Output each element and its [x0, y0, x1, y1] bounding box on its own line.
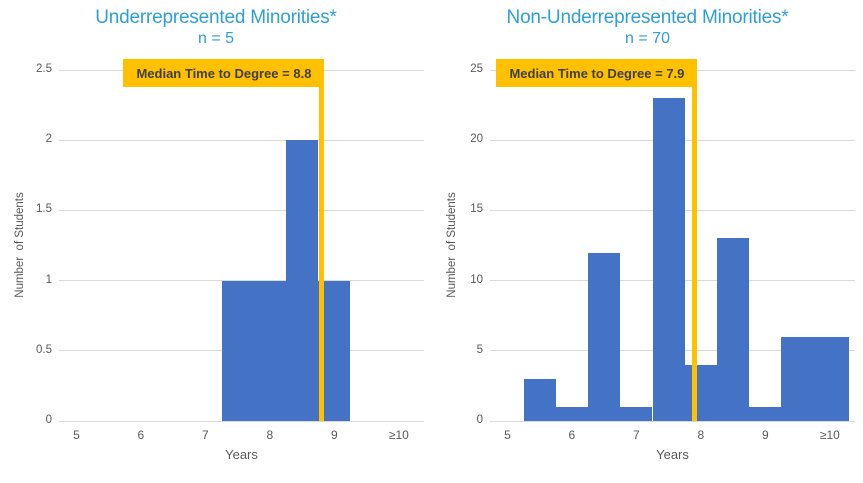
chart-panel-non-underrepresented: Non-Underrepresented Minorities* n = 70 … — [432, 0, 863, 483]
x-tick-label: ≥10 — [388, 428, 409, 442]
y-tick-label: 10 — [470, 273, 483, 286]
histogram-bar — [652, 98, 685, 421]
median-callout-label: Median Time to Degree = 8.8 — [136, 65, 312, 81]
chart-subtitle-n: n = 5 — [197, 30, 235, 47]
median-callout-label: Median Time to Degree = 7.9 — [509, 65, 685, 81]
histogram-bar — [716, 238, 750, 421]
median-line — [319, 59, 325, 421]
y-tick-label: 2.5 — [36, 63, 52, 75]
gridline — [59, 209, 424, 211]
histogram-bar — [555, 406, 588, 421]
histogram-bar — [588, 252, 621, 421]
x-tick-label: 8 — [266, 428, 274, 442]
x-tick-label: 5 — [504, 428, 511, 442]
y-tick-label: 2 — [45, 133, 52, 146]
median-callout: Median Time to Degree = 8.8 — [123, 59, 325, 87]
gridline — [59, 280, 424, 282]
chart-title: Underrepresented Minorities* — [95, 7, 337, 28]
x-axis-title: Years — [656, 447, 689, 462]
chart-subtitle-n: n = 70 — [625, 30, 670, 47]
x-tick-label: 5 — [73, 428, 80, 442]
x-tick-label: 9 — [331, 428, 338, 442]
x-tick-label: 6 — [568, 428, 576, 442]
histogram-bar — [684, 364, 717, 421]
x-tick-label: 7 — [633, 428, 640, 442]
y-tick-label: 1.5 — [36, 203, 52, 216]
y-tick-label: 5 — [476, 343, 483, 356]
histogram-bar — [749, 406, 782, 421]
y-tick-label: 0.5 — [36, 343, 52, 356]
plot-area: Median Time to Degree = 8.8 2.5 2 1.5 1 0.5 0… — [36, 59, 424, 442]
x-tick-label: 9 — [762, 428, 769, 442]
histogram-bar — [253, 280, 286, 421]
chart-title: Non-Underrepresented Minorities* — [506, 7, 789, 28]
x-tick-label: ≥10 — [819, 428, 840, 442]
x-tick-label: 7 — [202, 428, 209, 442]
x-axis-title: Years — [225, 447, 258, 462]
y-tick-label: 25 — [470, 63, 483, 75]
median-line — [692, 59, 698, 421]
gridline — [490, 420, 855, 422]
gridline — [59, 139, 424, 141]
gridline — [59, 420, 424, 422]
y-tick-label: 0 — [476, 414, 483, 426]
histogram-bar — [813, 336, 850, 421]
plot-area: Median Time to Degree = 7.9 25 20 15 10 5 0 5 6… — [470, 59, 855, 442]
histogram-bar — [523, 378, 556, 421]
histogram-bar — [285, 140, 319, 421]
histogram-bar — [221, 280, 254, 421]
chart-panel-underrepresented: Underrepresented Minorities* n = 5 Numbe… — [14, 7, 424, 462]
histogram-bar — [781, 336, 814, 421]
median-callout: Median Time to Degree = 7.9 — [496, 59, 698, 87]
x-tick-label: 8 — [697, 428, 705, 442]
y-tick-label: 1 — [45, 273, 52, 286]
y-tick-label: 15 — [470, 203, 483, 216]
histogram-bar — [620, 406, 653, 421]
x-tick-label: 6 — [137, 428, 145, 442]
y-tick-label: 0 — [45, 414, 52, 426]
y-tick-label: 20 — [470, 133, 483, 146]
